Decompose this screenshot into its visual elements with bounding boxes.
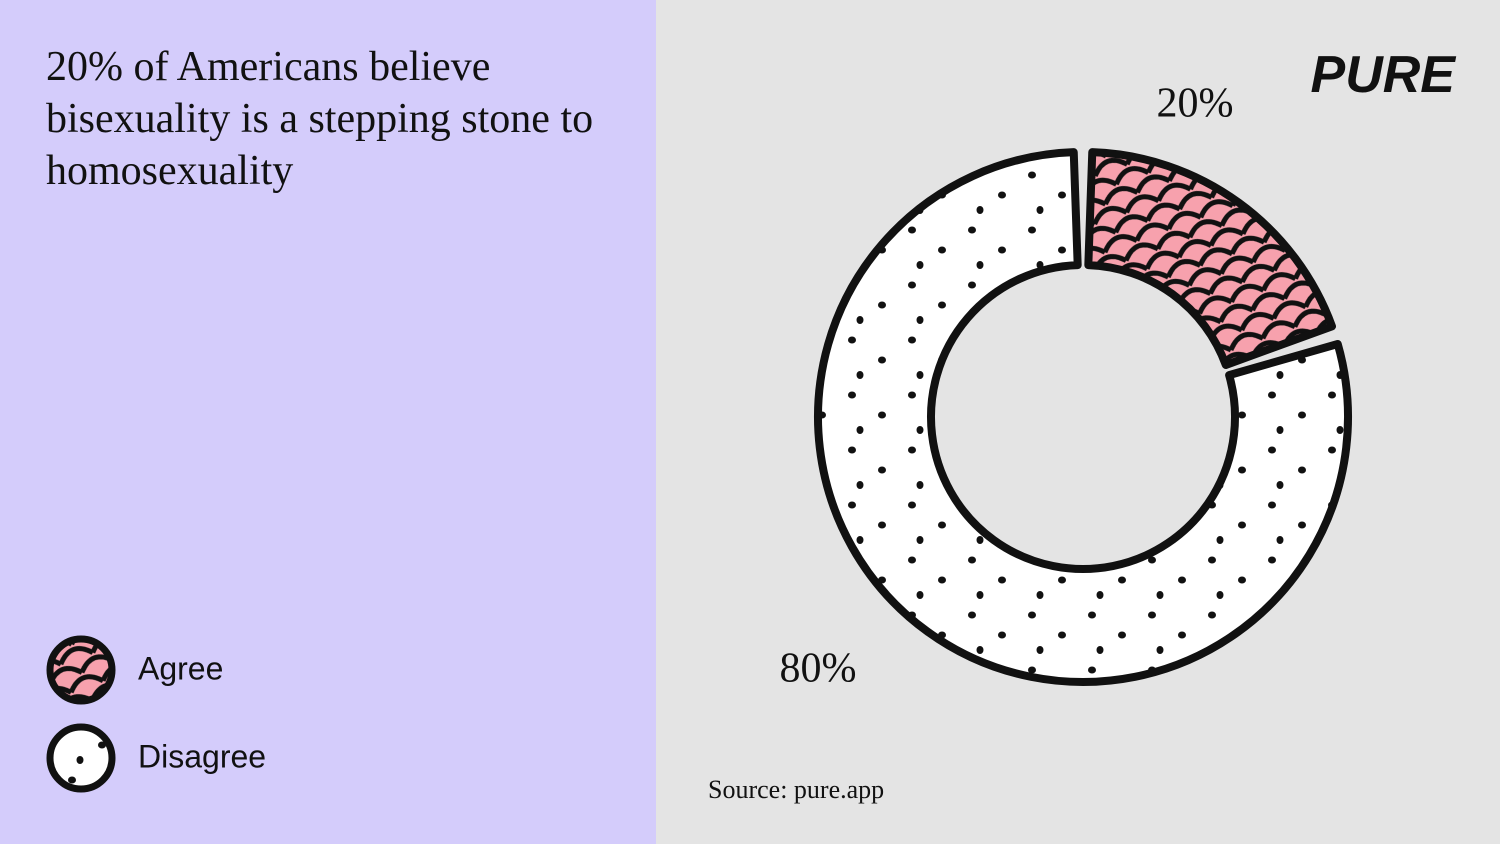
legend-label: Agree xyxy=(138,650,223,686)
donut-slice xyxy=(814,148,1352,686)
source: Source: pure.app xyxy=(708,775,884,804)
brand-logo: PURE xyxy=(1311,46,1457,104)
donut-slice xyxy=(1084,148,1337,369)
right-panel xyxy=(656,0,1500,844)
legend-label: Disagree xyxy=(138,738,266,774)
value-label: 80% xyxy=(780,646,857,692)
value-label: 20% xyxy=(1157,81,1234,127)
chart-title: 20% of Americans believe bisexuality is a… xyxy=(46,44,593,194)
left-panel xyxy=(0,0,656,844)
legend-swatch xyxy=(46,723,116,793)
legend-swatch xyxy=(46,635,116,705)
